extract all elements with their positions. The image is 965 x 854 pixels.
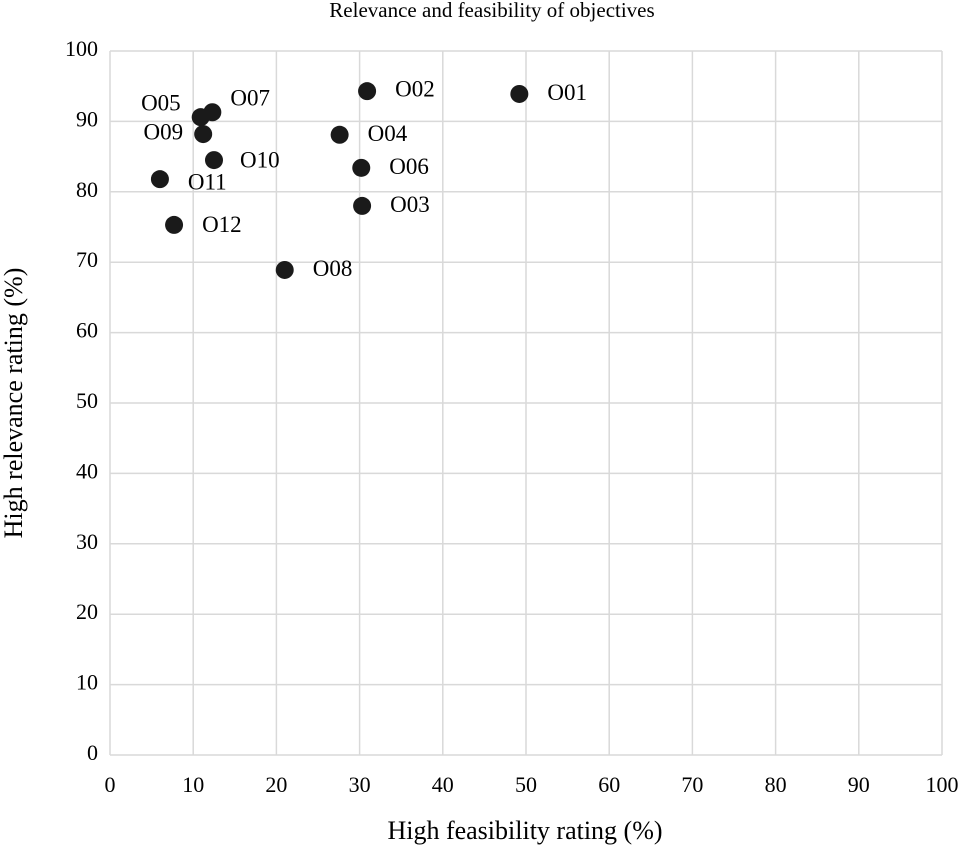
- point: [353, 196, 372, 215]
- x-tick-label: 60: [598, 772, 620, 797]
- x-tick-label: 50: [515, 772, 537, 797]
- y-tick-label: 0: [87, 740, 98, 765]
- point-label: O08: [313, 256, 353, 281]
- point: [194, 125, 213, 144]
- chart-title: Relevance and feasibility of objectives: [329, 0, 654, 22]
- point: [352, 158, 371, 177]
- point-label: O12: [202, 212, 242, 237]
- y-axis-title: High relevance rating (%): [0, 268, 28, 539]
- x-tick-label: 0: [105, 772, 116, 797]
- point: [165, 215, 184, 234]
- x-tick-label: 80: [765, 772, 787, 797]
- y-tick-label: 90: [76, 106, 98, 131]
- point: [330, 125, 349, 144]
- point-label: O03: [390, 192, 430, 217]
- y-tick-label: 70: [76, 247, 98, 272]
- point: [358, 82, 377, 101]
- y-tick-label: 50: [76, 388, 98, 413]
- point-label: O05: [141, 90, 181, 115]
- x-tick-label: 70: [681, 772, 703, 797]
- point-label: O01: [547, 80, 587, 105]
- point-label: O02: [395, 76, 435, 101]
- y-tick-label: 100: [65, 36, 98, 61]
- x-tick-label: 100: [926, 772, 959, 797]
- point-label: O11: [188, 169, 227, 194]
- point: [150, 170, 169, 189]
- y-tick-label: 20: [76, 599, 98, 624]
- x-tick-label: 20: [265, 772, 287, 797]
- point-label: O06: [389, 154, 429, 179]
- x-tick-label: 30: [349, 772, 371, 797]
- x-tick-label: 40: [432, 772, 454, 797]
- y-tick-label: 60: [76, 318, 98, 343]
- point-label: O10: [240, 147, 280, 172]
- x-tick-label: 10: [182, 772, 204, 797]
- y-tick-label: 10: [76, 670, 98, 695]
- point-label: O07: [230, 86, 270, 111]
- y-tick-label: 30: [76, 529, 98, 554]
- point: [203, 103, 222, 122]
- point: [205, 151, 223, 170]
- point-label: O09: [144, 119, 184, 144]
- x-axis-title: High feasibility rating (%): [387, 816, 662, 845]
- y-tick-label: 40: [76, 458, 98, 483]
- x-tick-label: 90: [848, 772, 870, 797]
- y-tick-label: 80: [76, 177, 98, 202]
- point: [275, 260, 294, 279]
- point: [510, 84, 529, 103]
- point-label: O04: [368, 121, 408, 146]
